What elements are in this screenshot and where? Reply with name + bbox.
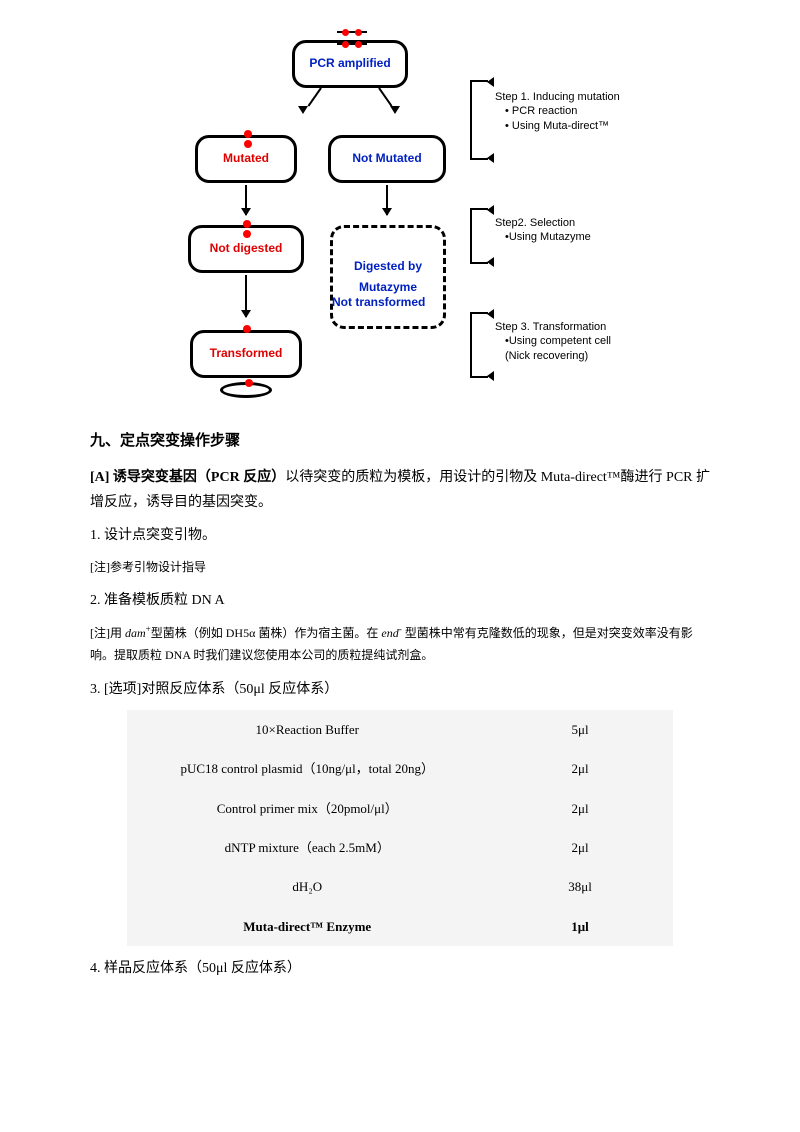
node-transformed: Transformed bbox=[190, 330, 302, 378]
reagent-cell: 10×Reaction Buffer bbox=[127, 710, 487, 749]
node-label: Transformed bbox=[201, 343, 291, 365]
step-4: 4. 样品反应体系（50μl 反应体系） bbox=[90, 956, 710, 981]
volume-cell: 2μl bbox=[487, 828, 673, 867]
step3-label: Step 3. Transformation •Using competent … bbox=[495, 320, 611, 363]
reagent-cell: pUC18 control plasmid（10ng/μl，total 20ng… bbox=[127, 749, 487, 788]
table-row: pUC18 control plasmid（10ng/μl，total 20ng… bbox=[127, 749, 673, 788]
note-1: [注]参考引物设计指导 bbox=[90, 557, 710, 579]
table-row: Control primer mix（20pmol/μl） 2μl bbox=[127, 789, 673, 828]
volume-cell: 1μl bbox=[487, 907, 673, 946]
note-text: 型菌株（例如 DH5α 菌株）作为宿主菌。在 bbox=[151, 626, 382, 640]
reaction-table: 10×Reaction Buffer 5μl pUC18 control pla… bbox=[127, 710, 673, 946]
node-not-digested: Not digested bbox=[188, 225, 304, 273]
arrow bbox=[245, 185, 247, 215]
node-label: PCR amplified bbox=[303, 53, 397, 75]
mutagenesis-flowchart: PCR amplified Mutated Not Mutated Not di… bbox=[170, 30, 630, 410]
step-bracket bbox=[470, 80, 488, 160]
step-sub: •Using Mutazyme bbox=[495, 230, 591, 244]
step-sub: • Using Muta-direct™ bbox=[495, 119, 620, 133]
note-text: [注]用 bbox=[90, 626, 125, 640]
note-italic: dam bbox=[125, 626, 146, 640]
step-1: 1. 设计点突变引物。 bbox=[90, 523, 710, 548]
volume-cell: 38μl bbox=[487, 867, 673, 906]
step-title: Step 3. Transformation bbox=[495, 320, 611, 334]
node-digested: Digested by Mutazyme bbox=[330, 225, 446, 329]
step-sub: • PCR reaction bbox=[495, 104, 620, 118]
intro-paragraph: [A] 诱导突变基因（PCR 反应）以待突变的质粒为模板，用设计的引物及 Mut… bbox=[90, 465, 710, 515]
step-2: 2. 准备模板质粒 DN A bbox=[90, 588, 710, 613]
note-2: [注]用 dam+型菌株（例如 DH5α 菌株）作为宿主菌。在 end- 型菌株… bbox=[90, 621, 710, 666]
plasmid-icon bbox=[220, 382, 272, 398]
node-label: Mutated bbox=[206, 148, 286, 170]
step-title: Step 1. Inducing mutation bbox=[495, 90, 620, 104]
node-label: Not Mutated bbox=[339, 148, 435, 170]
reagent-cell: dH₂O bbox=[127, 867, 487, 906]
table-row: dH₂O 38μl bbox=[127, 867, 673, 906]
node-not-mutated: Not Mutated bbox=[328, 135, 446, 183]
volume-cell: 5μl bbox=[487, 710, 673, 749]
step-bracket bbox=[470, 312, 488, 378]
step-3: 3. [选项]对照反应体系（50μl 反应体系） bbox=[90, 677, 710, 702]
reagent-cell: Muta-direct™ Enzyme bbox=[127, 907, 487, 946]
reagent-cell: Control primer mix（20pmol/μl） bbox=[127, 789, 487, 828]
table-row: 10×Reaction Buffer 5μl bbox=[127, 710, 673, 749]
arrow bbox=[378, 87, 392, 106]
volume-cell: 2μl bbox=[487, 749, 673, 788]
arrowhead bbox=[390, 106, 400, 114]
section-heading: 九、定点突变操作步骤 bbox=[90, 428, 710, 455]
step-sub: •Using competent cell bbox=[495, 334, 611, 348]
note-italic: end bbox=[381, 626, 398, 640]
node-label: Not digested bbox=[199, 238, 293, 260]
step2-label: Step2. Selection •Using Mutazyme bbox=[495, 216, 591, 245]
table-row: dNTP mixture（each 2.5mM） 2μl bbox=[127, 828, 673, 867]
node-mutated: Mutated bbox=[195, 135, 297, 183]
arrowhead bbox=[298, 106, 308, 114]
step-bracket bbox=[470, 208, 488, 264]
not-transformed-label: Not transformed bbox=[332, 292, 425, 314]
arrow bbox=[386, 185, 388, 215]
arrow bbox=[245, 275, 247, 317]
table-row: Muta-direct™ Enzyme 1μl bbox=[127, 907, 673, 946]
step1-label: Step 1. Inducing mutation • PCR reaction… bbox=[495, 90, 620, 133]
arrow bbox=[308, 87, 322, 106]
step-sub: (Nick recovering) bbox=[495, 349, 611, 363]
reagent-cell: dNTP mixture（each 2.5mM） bbox=[127, 828, 487, 867]
intro-label: [A] 诱导突变基因（PCR 反应） bbox=[90, 470, 285, 485]
node-pcr-amplified: PCR amplified bbox=[292, 40, 408, 88]
volume-cell: 2μl bbox=[487, 789, 673, 828]
step-title: Step2. Selection bbox=[495, 216, 591, 230]
